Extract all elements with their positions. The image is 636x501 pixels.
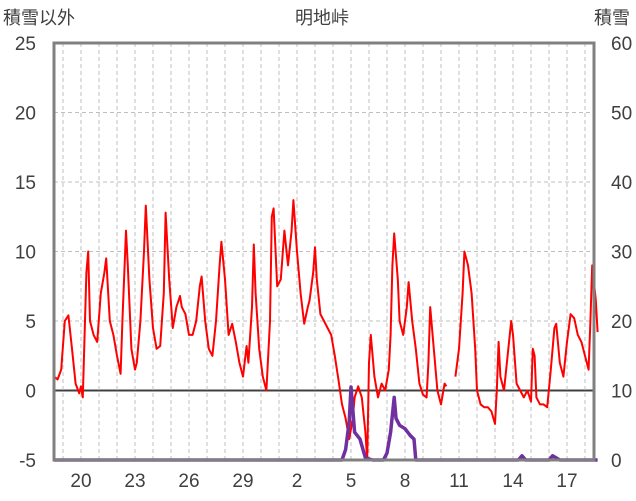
- plot-area-border: [52, 41, 596, 462]
- left-axis-label: 積雪以外: [3, 8, 75, 29]
- right-axis-label: 積雪: [594, 8, 630, 29]
- right-tick-label: 50: [611, 104, 632, 125]
- left-tick-label: 20: [15, 104, 36, 125]
- other-series-line: [454, 250, 599, 425]
- x-tick-label: 14: [502, 471, 524, 492]
- chart-title: 明地峠: [295, 8, 349, 29]
- other-series-line: [53, 199, 448, 461]
- right-tick-label: 60: [611, 34, 632, 55]
- gridlines: [54, 43, 594, 460]
- left-tick-label: 0: [25, 382, 36, 403]
- series-lines: [53, 199, 599, 462]
- snow-depth-line: [54, 385, 598, 462]
- left-tick-label: 25: [15, 34, 36, 55]
- left-tick-label: -5: [19, 451, 36, 472]
- x-tick-label: 29: [232, 471, 253, 492]
- left-tick-label: 10: [15, 243, 36, 264]
- x-tick-label: 8: [400, 471, 411, 492]
- left-tick-label: 15: [15, 173, 36, 194]
- x-tick-label: 5: [346, 471, 357, 492]
- x-tick-label: 17: [556, 471, 577, 492]
- right-tick-label: 0: [611, 451, 622, 472]
- right-tick-label: 10: [611, 382, 632, 403]
- right-tick-label: 30: [611, 243, 632, 264]
- left-tick-label: 5: [25, 312, 36, 333]
- right-tick-label: 40: [611, 173, 632, 194]
- x-tick-label: 11: [449, 471, 469, 492]
- x-tick-label: 20: [70, 471, 91, 492]
- right-tick-label: 20: [611, 312, 632, 333]
- x-tick-label: 2: [292, 471, 303, 492]
- x-tick-label: 23: [124, 471, 145, 492]
- x-tick-label: 26: [178, 471, 199, 492]
